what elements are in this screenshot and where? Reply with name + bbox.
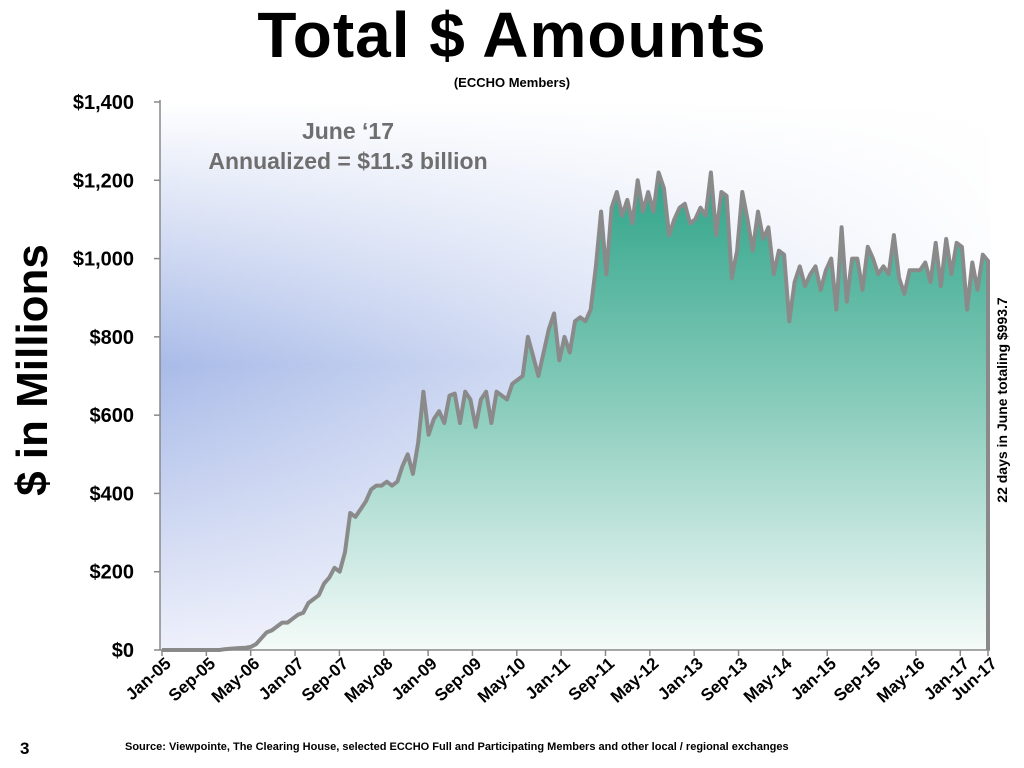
series-area	[162, 172, 988, 650]
x-tick-label: Jan-11	[522, 654, 574, 704]
page-number: 3	[20, 739, 30, 758]
y-tick-label: $800	[90, 327, 135, 349]
y-tick-label: $0	[112, 640, 134, 662]
x-tick-label: May-06	[208, 654, 264, 707]
x-tick-label: Sep-15	[830, 654, 884, 705]
x-tick-label: May-16	[873, 654, 929, 707]
x-tick-label: May-10	[474, 654, 530, 707]
x-tick-label: May-08	[341, 654, 397, 707]
y-tick-label: $1,200	[73, 170, 134, 192]
x-tick-label: Jan-15	[787, 654, 840, 704]
y-tick-label: $600	[90, 405, 135, 427]
series-line	[162, 170, 990, 652]
y-tick-label: $400	[90, 483, 135, 505]
x-tick-label: Sep-05	[165, 654, 219, 705]
annotation-text: Annualized = $11.3 billion	[208, 148, 487, 174]
x-tick-label: May-12	[607, 654, 663, 707]
x-tick-label: Sep-13	[697, 654, 751, 705]
x-tick-label: Sep-07	[298, 654, 352, 705]
x-tick-label: Sep-09	[431, 654, 485, 705]
y-tick-label: $1,400	[73, 92, 134, 114]
x-tick-label: Jan-09	[388, 654, 441, 704]
source-note: Source: Viewpointe, The Clearing House, …	[125, 741, 789, 753]
x-tick-label: May-14	[740, 653, 796, 706]
x-tick-label: Jan-13	[654, 654, 707, 704]
x-tick-label: Jan-07	[255, 654, 308, 704]
chart-title: Total $ Amounts	[257, 0, 767, 71]
chart-subtitle: (ECCHO Members)	[453, 75, 571, 90]
y-tick-label: $200	[90, 562, 135, 584]
annotation-text: June ‘17	[302, 118, 394, 144]
y-tick-label: $1,000	[73, 249, 134, 271]
